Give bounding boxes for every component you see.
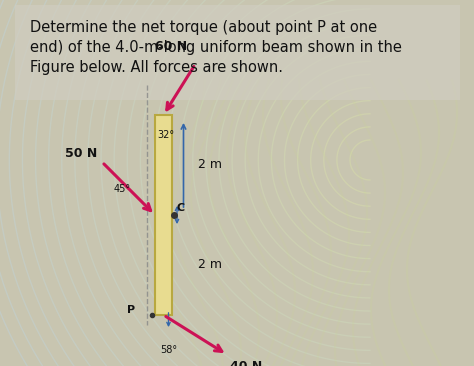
Text: 58°: 58° bbox=[160, 345, 177, 355]
Text: end) of the 4.0-m-long uniform beam shown in the: end) of the 4.0-m-long uniform beam show… bbox=[30, 40, 402, 55]
Text: 50 N: 50 N bbox=[65, 147, 97, 160]
Text: 40 N: 40 N bbox=[230, 360, 262, 366]
Text: Determine the net torque (about point P at one: Determine the net torque (about point P … bbox=[30, 20, 377, 35]
Text: 2 m: 2 m bbox=[199, 258, 222, 272]
Text: P: P bbox=[127, 305, 135, 315]
Bar bbox=[155, 115, 172, 315]
Text: 2 m: 2 m bbox=[199, 158, 222, 172]
Text: Figure below. All forces are shown.: Figure below. All forces are shown. bbox=[30, 60, 283, 75]
Text: 45°: 45° bbox=[114, 184, 131, 194]
Bar bbox=[15, 5, 460, 100]
Text: 60 N: 60 N bbox=[155, 40, 188, 53]
Text: C: C bbox=[177, 203, 185, 213]
Text: 32°: 32° bbox=[157, 130, 174, 140]
